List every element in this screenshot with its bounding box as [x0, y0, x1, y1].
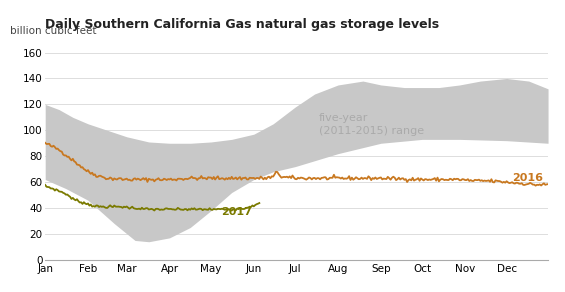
Text: 2017: 2017: [221, 206, 251, 217]
Text: 2016: 2016: [512, 173, 543, 183]
Text: five-year
(2011-2015) range: five-year (2011-2015) range: [319, 114, 424, 136]
Text: Daily Southern California Gas natural gas storage levels: Daily Southern California Gas natural ga…: [45, 18, 440, 31]
Text: billion cubic feet: billion cubic feet: [10, 26, 97, 36]
